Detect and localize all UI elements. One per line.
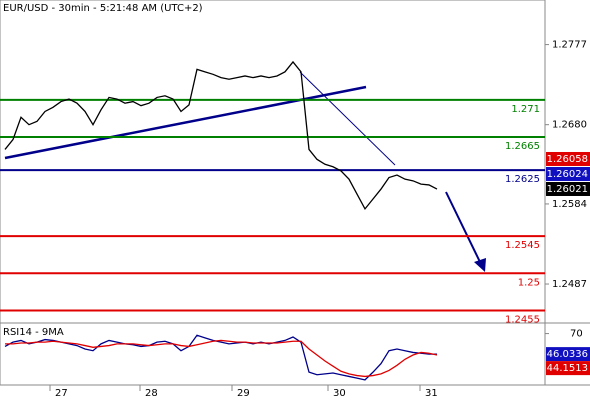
- level-label: 1.2625: [505, 174, 540, 185]
- trendline: [299, 71, 396, 166]
- rsi-label: RSI14 - 9MA: [3, 327, 64, 338]
- series-line: [5, 339, 438, 378]
- price-marker-label: 1.26024: [547, 169, 588, 180]
- level-label: 1.2455: [505, 314, 540, 325]
- x-tick-label: 27: [55, 388, 68, 399]
- x-tick-label: 28: [145, 388, 158, 399]
- x-tick-label: 31: [425, 388, 438, 399]
- level-label: 1.271: [511, 104, 540, 115]
- price-marker-label: 1.26021: [547, 184, 588, 195]
- arrow-head: [474, 258, 486, 272]
- y-tick-label: 1.2680: [552, 120, 587, 131]
- price-marker: [546, 166, 590, 181]
- trendline: [4, 98, 301, 160]
- level-label: 1.2665: [505, 141, 540, 152]
- forecast-arrow: [445, 191, 481, 263]
- trendline: [299, 85, 367, 102]
- price-marker: [546, 151, 590, 166]
- y-tick-label: 1.2777: [552, 40, 587, 51]
- x-tick-label: 29: [237, 388, 250, 399]
- chart-title: EUR/USD - 30min - 5:21:48 AM (UTC+2): [3, 3, 203, 14]
- y-tick-label: 1.2487: [552, 279, 587, 290]
- x-tick-label: 30: [333, 388, 346, 399]
- rsi-marker-label: 44.1513: [547, 363, 588, 374]
- rsi-marker-label: 46.0336: [547, 349, 588, 360]
- rsi-marker: [546, 347, 590, 362]
- series-line: [4, 60, 438, 211]
- plot-frame: [0, 0, 546, 386]
- series-line: [4, 334, 437, 381]
- price-marker: [546, 181, 590, 196]
- level-label: 1.2545: [505, 240, 540, 251]
- y-tick-label: 1.2584: [552, 199, 587, 210]
- rsi-marker: [546, 361, 590, 376]
- price-marker-label: 1.26058: [547, 154, 588, 165]
- level-label: 1.25: [518, 277, 540, 288]
- rsi-tick-label: 70: [570, 329, 583, 340]
